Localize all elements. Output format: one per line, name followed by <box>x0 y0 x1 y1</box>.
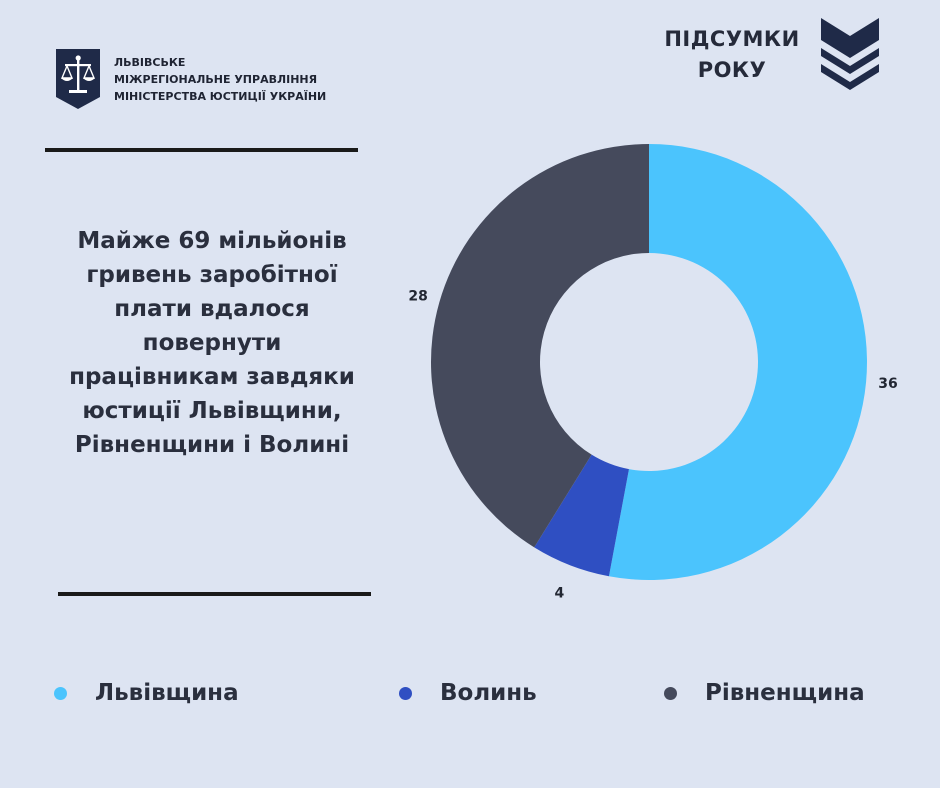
chart-legend: Львівщина Волинь Рівненщина <box>0 680 940 720</box>
badge-line: РОКУ <box>697 58 767 82</box>
headline: Майже 69 мільйонів гривень заробітної пл… <box>42 224 382 462</box>
org-logo: ЛЬВІВСЬКЕ МІЖРЕГІОНАЛЬНЕ УПРАВЛІННЯ МІНІ… <box>54 47 326 111</box>
scales-of-justice-icon <box>56 49 100 109</box>
year-summary-badge: ПІДСУМКИ РОКУ <box>662 24 802 86</box>
donut-chart: 36 4 28 <box>408 144 898 601</box>
legend-item-volyn: Волинь <box>399 680 537 706</box>
legend-marker <box>399 686 412 700</box>
org-name-line: МІНІСТЕРСТВА ЮСТИЦІЇ УКРАЇНИ <box>114 89 327 103</box>
donut-slice-rivne <box>431 144 649 548</box>
headline-line: повернути <box>142 330 282 356</box>
data-label-volyn: 4 <box>555 585 565 601</box>
divider-top <box>45 148 358 152</box>
donut-slice-lviv <box>608 144 867 580</box>
data-label-lviv: 36 <box>878 376 897 392</box>
legend-item-lviv: Львівщина <box>54 680 239 706</box>
headline-line: плати вдалося <box>114 296 310 322</box>
legend-marker <box>664 686 677 700</box>
badge-line: ПІДСУМКИ <box>664 27 800 51</box>
legend-marker <box>54 686 67 700</box>
org-name-line: МІЖРЕГІОНАЛЬНЕ УПРАВЛІННЯ <box>114 72 318 86</box>
legend-label: Львівщина <box>95 680 239 706</box>
legend-label: Рівненщина <box>705 680 865 706</box>
legend-label: Волинь <box>440 680 537 706</box>
headline-line: Майже 69 мільйонів <box>77 228 347 254</box>
divider-bottom <box>58 592 371 596</box>
headline-line: юстиції Львівщини, <box>82 398 342 424</box>
data-label-rivne: 28 <box>408 288 427 304</box>
headline-line: працівникам завдяки <box>69 364 355 390</box>
org-name: ЛЬВІВСЬКЕ МІЖРЕГІОНАЛЬНЕ УПРАВЛІННЯ МІНІ… <box>114 54 326 105</box>
donut-slice-volyn <box>534 454 629 577</box>
org-name-line: ЛЬВІВСЬКЕ <box>114 55 186 69</box>
legend-item-rivne: Рівненщина <box>664 680 865 706</box>
chevron-rank-icon <box>821 18 879 90</box>
headline-line: Рівненщини і Волині <box>74 432 350 458</box>
headline-line: гривень заробітної <box>86 262 338 288</box>
